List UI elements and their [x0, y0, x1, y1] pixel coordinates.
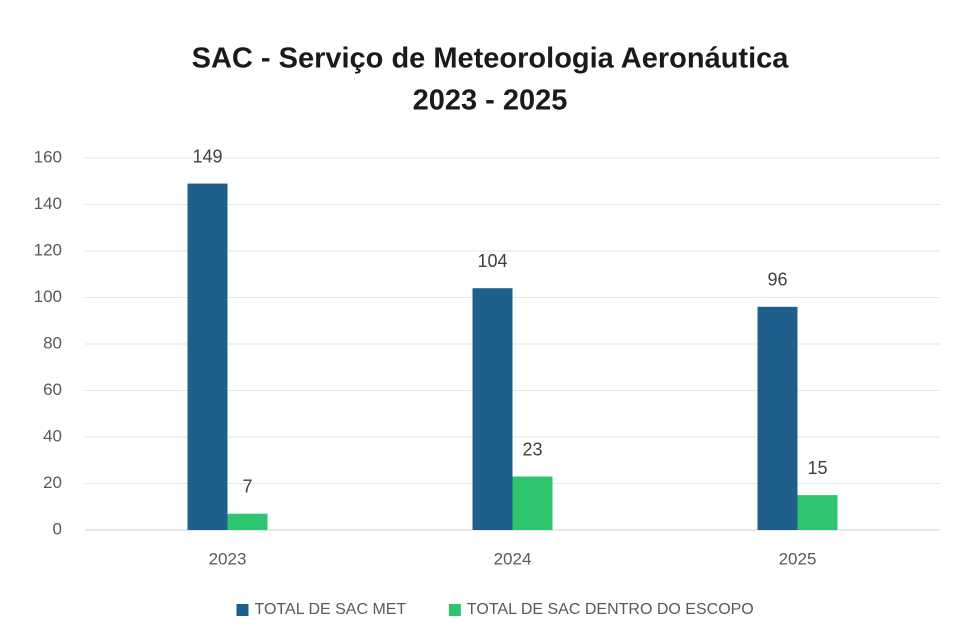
legend-swatch [448, 604, 461, 616]
data-label: 96 [767, 270, 787, 290]
y-tick-label: 0 [53, 519, 62, 538]
y-tick-label: 40 [43, 426, 62, 445]
bar [512, 476, 553, 530]
bar [227, 513, 268, 530]
x-tick-label: 2025 [779, 549, 817, 568]
bar [757, 306, 798, 530]
x-tick-label: 2023 [209, 549, 247, 568]
data-label: 7 [242, 476, 252, 496]
x-tick-label: 2024 [494, 549, 532, 568]
y-tick-label: 160 [34, 147, 62, 166]
chart-subtitle: 2023 - 2025 [413, 85, 568, 117]
y-tick-label: 80 [43, 333, 62, 352]
bar [797, 495, 838, 530]
y-tick-label: 60 [43, 380, 62, 399]
legend-label: TOTAL DE SAC MET [255, 601, 407, 618]
y-tick-label: 20 [43, 473, 62, 492]
legend-swatch [236, 604, 249, 616]
chart-title: SAC - Serviço de Meteorologia Aeronáutic… [192, 43, 790, 75]
bar [472, 288, 513, 530]
data-label: 15 [807, 458, 827, 478]
y-tick-label: 140 [34, 194, 62, 213]
legend-label: TOTAL DE SAC DENTRO DO ESCOPO [467, 601, 754, 618]
y-tick-label: 100 [34, 287, 62, 306]
data-label: 104 [477, 251, 507, 271]
data-label: 23 [522, 439, 542, 459]
y-tick-label: 120 [34, 240, 62, 259]
bar [187, 183, 228, 530]
data-label: 149 [192, 146, 222, 166]
